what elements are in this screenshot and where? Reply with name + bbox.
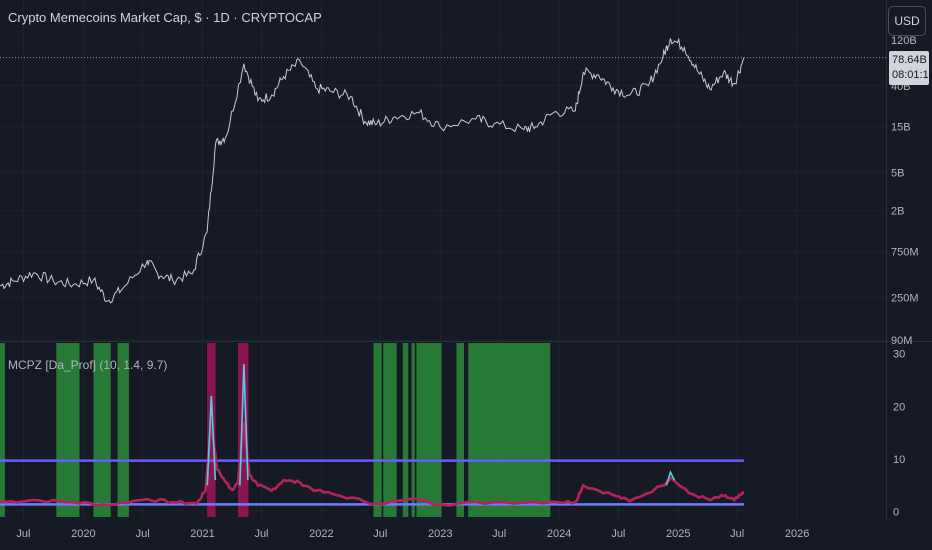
green-zone — [56, 343, 80, 517]
x-tick-label: Jul — [492, 528, 506, 540]
last-price-tag: 78.64B 08:01:17 — [889, 51, 932, 85]
price-tick-label: 90M — [891, 335, 912, 347]
x-tick-label: Jul — [611, 528, 625, 540]
x-tick-label: 2020 — [71, 528, 95, 540]
green-zone — [416, 343, 442, 517]
x-tick-label: 2026 — [785, 528, 809, 540]
green-zone — [468, 343, 551, 517]
indicator-tick-label: 0 — [893, 507, 899, 519]
indicator-title: MCPZ [Da_Prof] (10, 1.4, 9.7) — [8, 358, 168, 372]
green-zone — [402, 343, 409, 517]
price-line — [0, 37, 745, 304]
x-tick-label: 2021 — [190, 528, 214, 540]
last-price-value: 78.64B — [892, 54, 927, 66]
indicator-tick-label: 20 — [893, 401, 905, 413]
bar-countdown: 08:01:17 — [892, 69, 932, 81]
green-zone — [93, 343, 111, 517]
currency-button[interactable]: USD — [888, 6, 926, 36]
green-zone — [383, 343, 397, 517]
x-tick-label: Jul — [16, 528, 30, 540]
price-tick-label: 2B — [891, 206, 904, 218]
green-zone — [411, 343, 415, 517]
x-tick-label: 2023 — [428, 528, 452, 540]
x-tick-label: 2024 — [547, 528, 571, 540]
x-tick-label: 2022 — [309, 528, 333, 540]
green-zone — [373, 343, 382, 517]
zscore-glow-line — [0, 421, 745, 507]
indicator-tick-label: 10 — [893, 454, 905, 466]
chart-title: Crypto Memecoins Market Cap, $ · 1D · CR… — [8, 10, 322, 25]
zscore-spike — [239, 364, 249, 486]
x-tick-label: Jul — [373, 528, 387, 540]
zscore-spike — [206, 395, 217, 486]
price-tick-label: 250M — [891, 292, 919, 304]
grid-lines — [0, 0, 932, 520]
zscore-line — [0, 421, 745, 507]
x-tick-label: 2025 — [666, 528, 690, 540]
price-tick-label: 5B — [891, 168, 904, 180]
price-tick-label: 750M — [891, 247, 919, 259]
axis-ticks: Jul 2020 Jul 2021 Jul 2022 Jul 2023 Jul 2024 Jul 20… — [16, 35, 918, 540]
price-tick-label: 120B — [891, 35, 917, 47]
indicator-tick-label: 30 — [893, 349, 905, 361]
zscore-spike — [665, 470, 676, 486]
x-tick-label: Jul — [254, 528, 268, 540]
series-lines — [0, 37, 886, 507]
green-zone — [0, 343, 5, 517]
green-zone — [456, 343, 465, 517]
price-tick-label: 15B — [891, 122, 911, 134]
green-zone — [117, 343, 129, 517]
x-tick-label: Jul — [730, 528, 744, 540]
indicator-bands — [0, 459, 745, 506]
x-tick-label: Jul — [136, 528, 150, 540]
